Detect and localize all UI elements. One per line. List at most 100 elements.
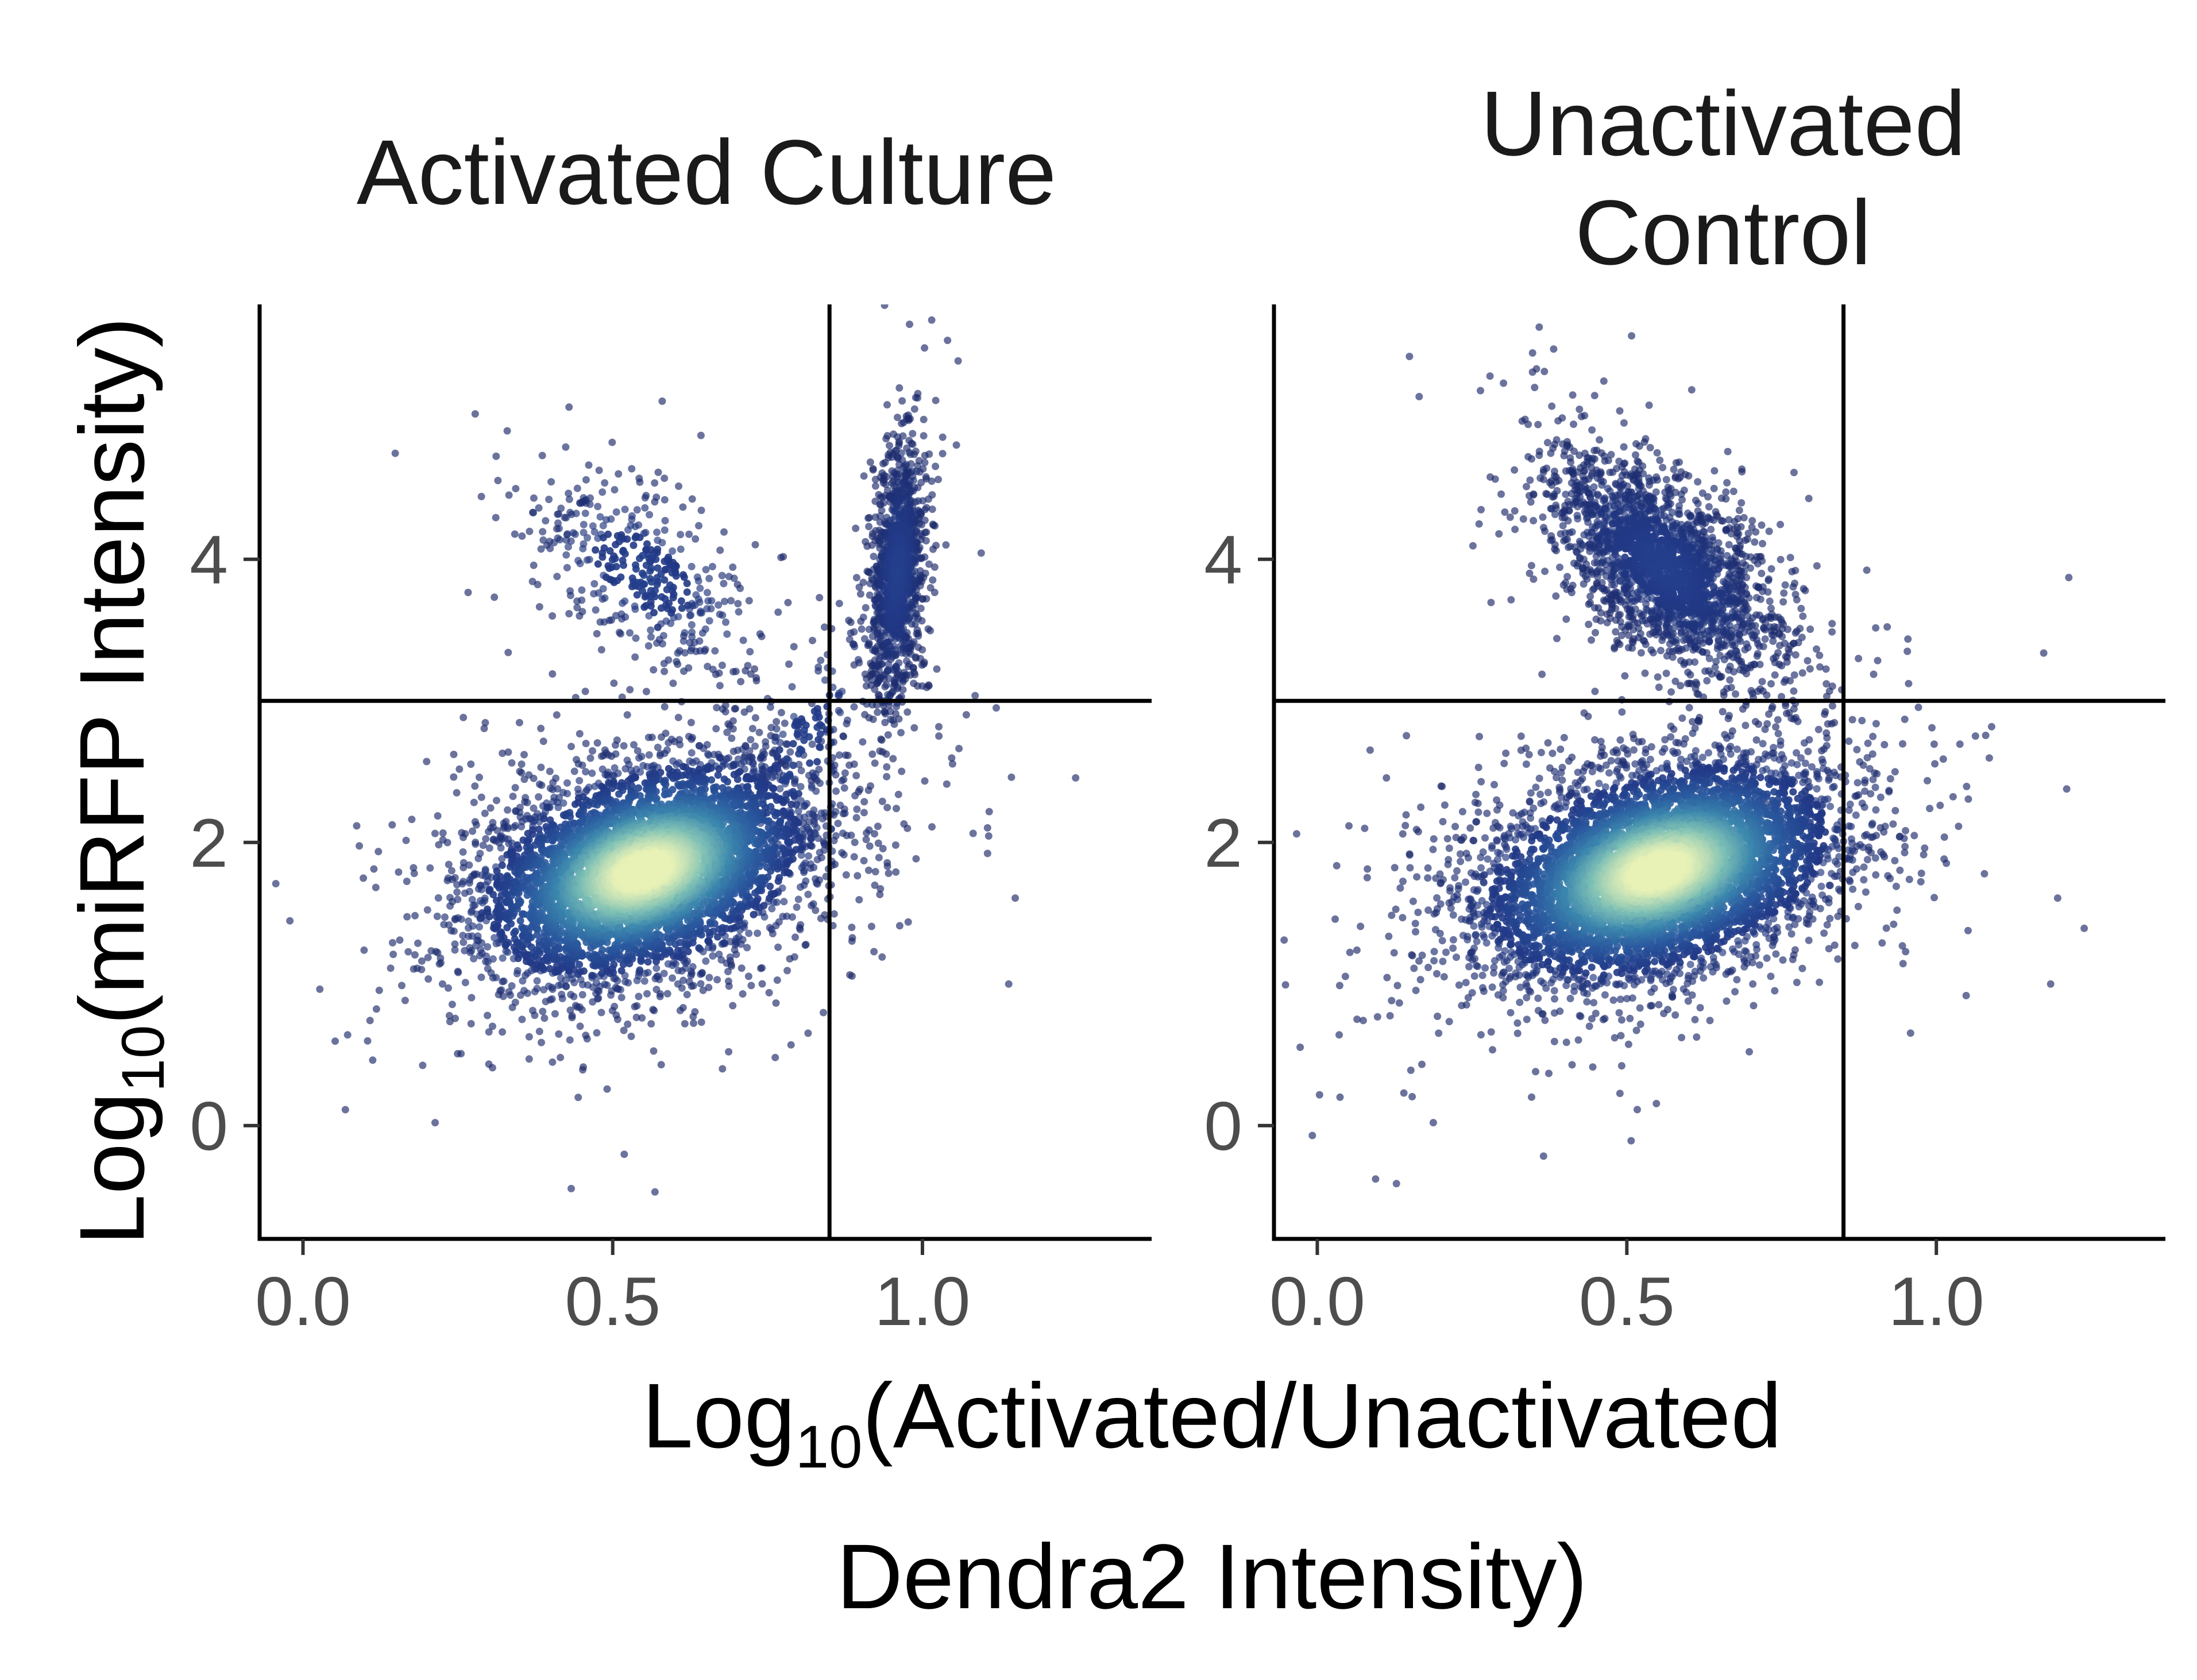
scatter-point bbox=[624, 526, 632, 534]
scatter-point bbox=[877, 735, 885, 743]
scatter-point bbox=[651, 1188, 659, 1196]
scatter-point bbox=[727, 597, 735, 605]
scatter-point bbox=[593, 1029, 601, 1037]
scatter-point bbox=[665, 739, 673, 747]
scatter-point bbox=[1007, 773, 1016, 781]
scatter-point bbox=[453, 789, 461, 797]
scatter-point bbox=[929, 576, 937, 584]
scatter-point bbox=[893, 570, 901, 578]
scatter-point bbox=[597, 646, 605, 654]
scatter-point bbox=[909, 430, 917, 438]
scatter-point bbox=[654, 743, 662, 751]
scatter-point bbox=[525, 1033, 533, 1041]
scatter-point bbox=[592, 979, 600, 987]
scatter-point bbox=[395, 868, 403, 876]
scatter-point bbox=[398, 982, 406, 990]
scatter-point bbox=[878, 953, 886, 961]
scatter-point bbox=[530, 561, 538, 569]
scatter-point bbox=[692, 535, 700, 543]
scatter-point bbox=[878, 507, 886, 515]
scatter-point bbox=[465, 917, 472, 925]
scatter-point bbox=[659, 632, 667, 640]
scatter-point bbox=[588, 972, 596, 979]
scatter-point bbox=[701, 625, 709, 633]
scatter-point bbox=[788, 913, 796, 921]
scatter-point bbox=[454, 967, 462, 975]
scatter-point bbox=[599, 522, 607, 530]
panel-title-activated: Activated Culture bbox=[357, 121, 1056, 223]
scatter-point bbox=[662, 617, 670, 625]
scatter-point bbox=[458, 880, 466, 888]
scatter-point bbox=[775, 918, 783, 926]
scatter-point bbox=[508, 982, 516, 990]
scatter-point bbox=[886, 708, 894, 716]
scatter-point bbox=[515, 844, 523, 852]
scatter-point bbox=[460, 713, 468, 721]
scatter-point bbox=[731, 705, 739, 713]
scatter-point bbox=[654, 536, 662, 544]
scatter-point bbox=[725, 1048, 733, 1056]
scatter-point bbox=[718, 661, 726, 669]
scatter-point bbox=[683, 991, 691, 999]
scatter-point bbox=[663, 990, 671, 998]
scatter-point bbox=[871, 830, 878, 838]
scatter-point bbox=[492, 452, 500, 460]
scatter-point bbox=[360, 874, 368, 882]
scatter-point bbox=[549, 779, 557, 787]
scatter-point bbox=[518, 1015, 526, 1024]
scatter-point bbox=[481, 719, 489, 727]
scatter-point bbox=[677, 531, 685, 539]
scatter-point bbox=[908, 439, 916, 447]
scatter-point bbox=[673, 658, 681, 666]
scatter-point bbox=[526, 527, 534, 535]
scatter-point bbox=[445, 984, 452, 992]
scatter-point bbox=[939, 433, 947, 441]
scatter-point bbox=[459, 848, 467, 856]
scatter-point bbox=[721, 597, 728, 605]
scatter-point bbox=[699, 986, 707, 994]
scatter-point bbox=[848, 924, 856, 932]
scatter-point bbox=[862, 604, 870, 612]
scatter-point bbox=[497, 986, 505, 994]
scatter-point bbox=[594, 503, 602, 511]
scatter-point bbox=[223, 725, 231, 733]
scatter-point bbox=[820, 837, 828, 845]
scatter-point bbox=[916, 567, 924, 575]
scatter-point bbox=[484, 1011, 492, 1019]
scatter-point bbox=[408, 816, 416, 824]
scatter-point bbox=[658, 733, 665, 741]
scatter-point bbox=[590, 528, 599, 536]
scatter-point bbox=[535, 603, 543, 611]
scatter-point bbox=[511, 998, 519, 1006]
scatter-point bbox=[658, 593, 666, 601]
scatter-point bbox=[921, 451, 929, 459]
scatter-point bbox=[868, 750, 877, 758]
scatter-point bbox=[520, 775, 528, 783]
scatter-point bbox=[894, 790, 902, 798]
scatter-point bbox=[830, 910, 838, 918]
scatter-point bbox=[477, 793, 485, 801]
scatter-point bbox=[742, 775, 750, 783]
scatter-point bbox=[688, 495, 696, 503]
scatter-point bbox=[626, 686, 634, 694]
scatter-point bbox=[636, 966, 644, 974]
scatter-point bbox=[854, 656, 862, 664]
scatter-point bbox=[774, 764, 782, 773]
scatter-point bbox=[493, 827, 501, 835]
scatter-point bbox=[851, 643, 859, 651]
scatter-point bbox=[660, 970, 668, 978]
scatter-point bbox=[903, 824, 912, 832]
scatter-point bbox=[774, 608, 782, 616]
scatter-point bbox=[661, 557, 669, 565]
scatter-point bbox=[644, 642, 652, 650]
scatter-point bbox=[611, 555, 619, 563]
scatter-point bbox=[876, 890, 884, 898]
scatter-point bbox=[752, 677, 760, 685]
scatter-point bbox=[457, 1050, 465, 1057]
scatter-point bbox=[632, 1013, 640, 1021]
scatter-point bbox=[567, 1184, 575, 1192]
scatter-point bbox=[697, 431, 705, 439]
scatter-point bbox=[845, 616, 853, 624]
scatter-point bbox=[724, 977, 732, 985]
scatter-point bbox=[554, 785, 562, 793]
